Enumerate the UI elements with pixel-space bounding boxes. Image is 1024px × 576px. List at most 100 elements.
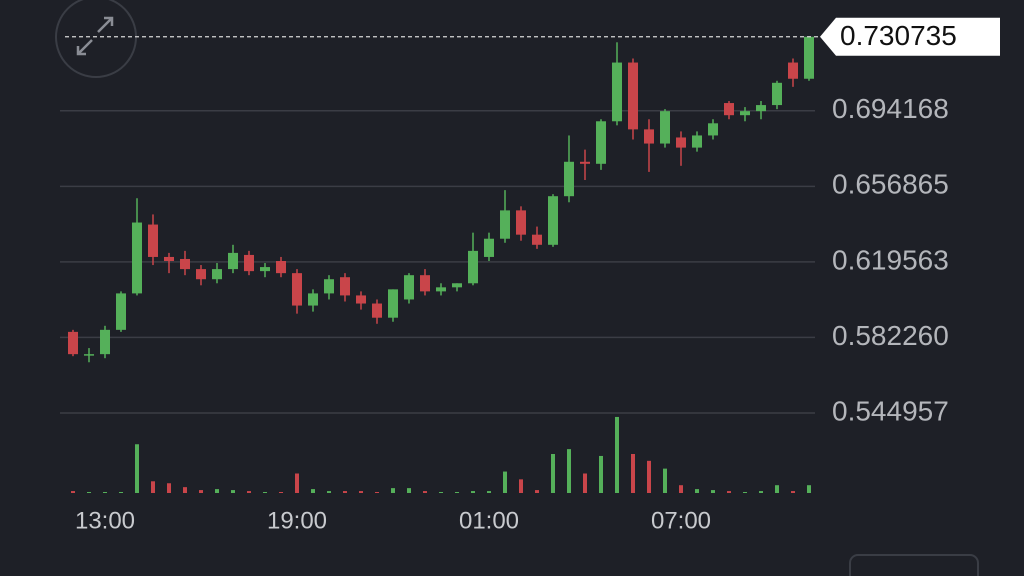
volume-bar <box>311 489 315 493</box>
y-tick-label: 0.582260 <box>832 320 949 351</box>
volume-bar <box>183 487 187 493</box>
volume-bar <box>391 488 395 493</box>
volume-bar <box>743 492 747 493</box>
volume-bar <box>375 492 379 493</box>
candle-body <box>260 267 270 272</box>
candle-body <box>580 161 590 164</box>
candle-body <box>564 161 574 197</box>
volume-bar <box>567 449 571 493</box>
volume-bar <box>119 492 123 493</box>
volume-bar <box>583 473 587 493</box>
candle-body <box>276 261 286 274</box>
candle-body <box>212 269 222 280</box>
volume-bar <box>615 416 619 493</box>
candle-body <box>100 329 110 355</box>
candle-body <box>196 269 206 280</box>
volume-bar <box>327 491 331 493</box>
volume-bar <box>343 491 347 493</box>
volume-bar <box>551 454 555 493</box>
y-tick-label: 0.694168 <box>832 93 949 124</box>
volume-bar <box>263 492 267 493</box>
volume-bar <box>663 468 667 493</box>
candle-body <box>788 62 798 79</box>
candle-body <box>468 250 478 284</box>
volume-bar <box>423 491 427 493</box>
candle-body <box>420 275 430 292</box>
volume-bar <box>519 479 523 493</box>
candle-body <box>740 111 750 116</box>
candle-body <box>724 103 734 116</box>
candle-body <box>660 111 670 144</box>
volume-bar <box>711 490 715 493</box>
last-price-label: 0.730735 <box>840 20 957 51</box>
expand-icon <box>76 16 114 56</box>
candle-body <box>116 293 126 330</box>
y-tick-label: 0.656865 <box>832 169 949 200</box>
candle-body <box>148 224 158 257</box>
bottom-button[interactable] <box>849 554 979 576</box>
candle-body <box>84 354 94 356</box>
volume-bar <box>791 491 795 493</box>
volume-bar <box>807 485 811 493</box>
candle-body <box>308 293 318 306</box>
volume-bar <box>103 492 107 493</box>
volume-bar <box>359 491 363 493</box>
candle-body <box>516 210 526 235</box>
volume-bar <box>455 492 459 493</box>
volume-bar <box>775 485 779 493</box>
candle-body <box>372 303 382 318</box>
last-price-tag <box>820 17 1000 56</box>
candle-body <box>596 121 606 164</box>
candle-body <box>244 254 254 272</box>
volume-bar <box>135 444 139 493</box>
candle-body <box>548 196 558 245</box>
volume-bar <box>759 491 763 493</box>
volume-bar <box>151 481 155 493</box>
x-tick-label: 19:00 <box>267 507 327 534</box>
candle-body <box>644 129 654 144</box>
volume-bar <box>279 492 283 493</box>
candle-body <box>452 283 462 288</box>
volume-bar <box>231 490 235 493</box>
candle-body <box>404 275 414 300</box>
volume-bar <box>503 471 507 493</box>
volume-bar <box>535 490 539 493</box>
candle-body <box>180 258 190 270</box>
volume-bar <box>727 491 731 493</box>
candle-body <box>324 279 334 294</box>
candle-body <box>436 287 446 292</box>
candle-body <box>772 82 782 106</box>
volume-bar <box>471 491 475 493</box>
candle-body <box>628 62 638 130</box>
candle-body <box>388 289 398 318</box>
candle-body <box>132 222 142 294</box>
x-tick-label: 13:00 <box>75 507 135 534</box>
volume-bar <box>487 491 491 493</box>
volume-bar <box>407 488 411 493</box>
candle-body <box>500 210 510 239</box>
candle-body <box>676 137 686 148</box>
volume-bar <box>247 491 251 493</box>
candle-body <box>340 277 350 296</box>
volume-bar <box>167 483 171 493</box>
volume-bar <box>631 454 635 493</box>
candle-body <box>356 295 366 304</box>
volume-bar <box>679 485 683 493</box>
candle-body <box>532 234 542 245</box>
candle-body <box>612 62 622 122</box>
candle-body <box>708 123 718 136</box>
x-tick-label: 07:00 <box>651 507 711 534</box>
volume-bar <box>295 473 299 493</box>
volume-bar <box>215 489 219 493</box>
y-tick-label: 0.619563 <box>832 244 949 275</box>
volume-bar <box>87 492 91 493</box>
candle-body <box>756 105 766 112</box>
volume-bar <box>439 492 443 493</box>
candle-body <box>484 238 494 257</box>
volume-bar <box>71 491 75 493</box>
candle-body <box>692 135 702 148</box>
candle-body <box>292 273 302 306</box>
